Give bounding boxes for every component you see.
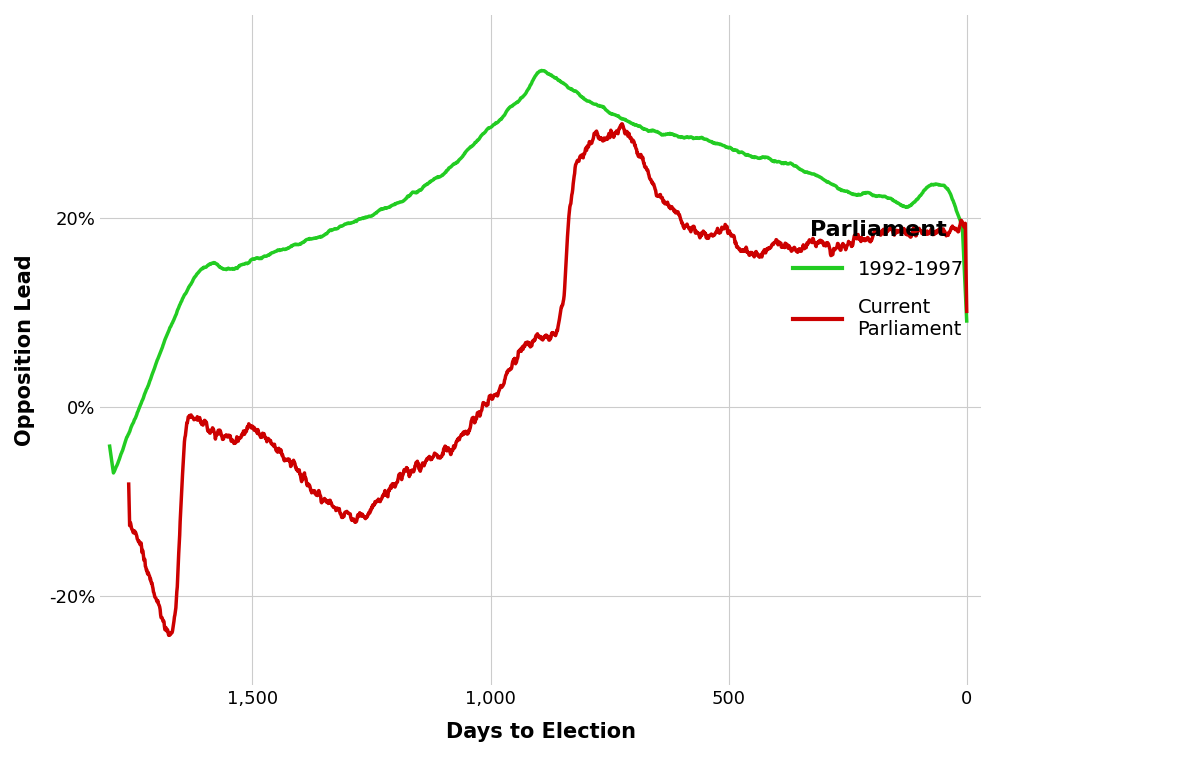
X-axis label: Days to Election: Days to Election: [445, 722, 636, 742]
Legend: 1992-1997, Current
Parliament: 1992-1997, Current Parliament: [786, 213, 971, 347]
Y-axis label: Opposition Lead: Opposition Lead: [14, 254, 35, 446]
